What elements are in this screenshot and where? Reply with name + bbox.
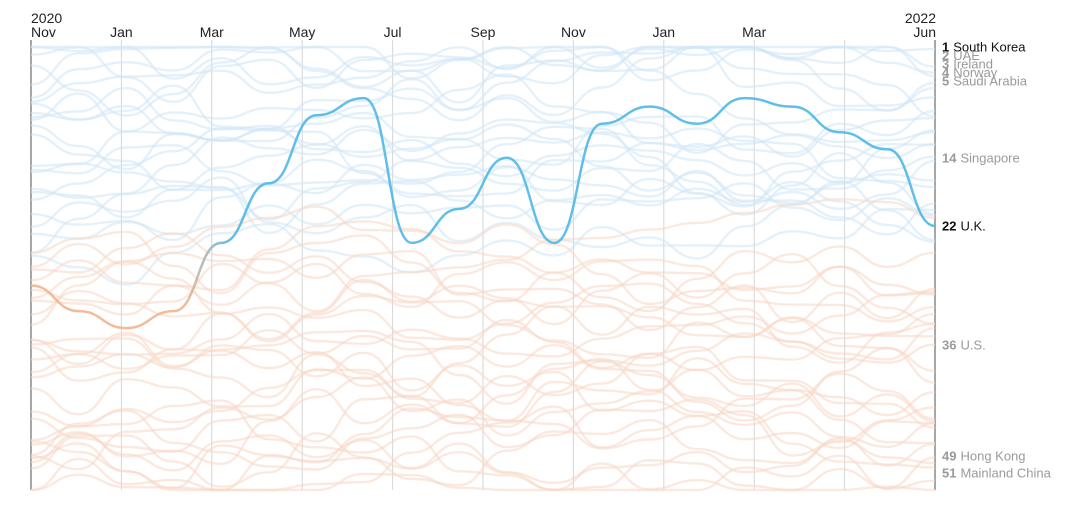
x-tick-label: Nov	[31, 24, 56, 40]
end-label-hong-kong: 49 Hong Kong	[942, 448, 1026, 463]
background-series-line	[30, 142, 936, 242]
background-series-line	[30, 343, 936, 422]
background-series-line	[30, 357, 936, 466]
x-tick-label: May	[289, 24, 315, 40]
end-label-name: Hong Kong	[960, 448, 1025, 463]
background-series-line	[30, 205, 936, 306]
end-label-uae: 2 UAE	[942, 48, 980, 63]
end-label-u-s-: 36 U.S.	[942, 338, 986, 353]
end-label-mainland-china: 51 Mainland China	[942, 465, 1052, 480]
background-series-line	[30, 127, 936, 221]
end-label-rank: 3	[942, 57, 949, 72]
end-label-name: South Korea	[953, 40, 1026, 55]
background-series-line	[30, 290, 936, 358]
background-series-line	[30, 125, 936, 211]
x-tick-label: Jan	[110, 24, 133, 40]
end-label-name: U.K.	[960, 218, 985, 233]
end-label-ireland: 3 Ireland	[942, 57, 993, 72]
highlighted-series	[30, 96, 936, 330]
end-label-rank: 51	[942, 465, 956, 480]
x-tick-label: Nov	[561, 24, 586, 40]
background-series-line	[30, 45, 936, 144]
end-label-rank: 49	[942, 448, 956, 463]
background-series-line	[30, 258, 936, 323]
x-tick-label: Jan	[653, 24, 676, 40]
background-series-line	[30, 118, 936, 216]
x-tick-label: Sep	[471, 24, 496, 40]
background-series-line	[30, 312, 936, 372]
background-series-line	[30, 344, 936, 450]
background-series-line	[30, 230, 936, 303]
background-series-line	[30, 179, 936, 254]
end-label-name: U.S.	[960, 338, 985, 353]
background-series-line	[31, 45, 936, 104]
end-label-rank: 1	[942, 40, 949, 55]
end-label-name: Singapore	[960, 150, 1019, 165]
end-label-singapore: 14 Singapore	[942, 150, 1020, 165]
end-label-rank: 4	[942, 65, 950, 80]
end-label-u-k-: 22 U.K.	[942, 218, 986, 233]
background-series	[30, 45, 936, 492]
x-tick-label: Jun	[913, 24, 936, 40]
background-series-line	[30, 84, 936, 158]
end-label-name: Ireland	[953, 57, 993, 72]
x-axis: 2020 2022 Nov Jan Mar May Jul Sep Nov Jan Mar Jun	[31, 10, 936, 40]
background-series-line	[30, 249, 936, 332]
background-series-line	[30, 197, 936, 313]
background-series-line	[30, 345, 936, 429]
background-series-line	[30, 399, 936, 492]
end-year-label: 2022	[905, 10, 936, 26]
background-series-line	[30, 252, 936, 341]
x-tick-label: Mar	[742, 24, 766, 40]
background-series-line	[30, 405, 936, 492]
background-series-line	[30, 289, 936, 373]
background-series-line	[30, 398, 936, 471]
background-series-line	[30, 86, 936, 184]
background-series-line	[30, 45, 936, 108]
end-label-rank: 14	[942, 150, 957, 165]
background-series-line	[30, 73, 936, 168]
end-label-rank: 5	[942, 74, 949, 89]
end-label-name: Norway	[953, 65, 998, 80]
end-label-saudi-arabia: 5 Saudi Arabia	[942, 74, 1028, 89]
start-year-label: 2020	[31, 10, 62, 26]
end-label-south-korea: 1 South Korea	[942, 40, 1026, 55]
end-label-rank: 2	[942, 48, 949, 63]
end-label-norway: 4 Norway	[942, 65, 998, 80]
background-series-line	[30, 368, 936, 471]
x-tick-label: Mar	[200, 24, 224, 40]
background-series-line	[30, 418, 936, 488]
end-label-rank: 36	[942, 338, 956, 353]
end-label-name: Saudi Arabia	[953, 74, 1027, 89]
x-tick-label: Jul	[384, 24, 402, 40]
end-label-name: UAE	[953, 48, 980, 63]
background-series-line	[30, 45, 936, 122]
background-series-line	[30, 45, 936, 86]
background-series-line	[30, 432, 936, 485]
end-label-rank: 22	[942, 218, 956, 233]
background-series-line	[30, 45, 936, 99]
end-label-name: Mainland China	[960, 465, 1051, 480]
background-series-line	[30, 456, 936, 492]
uk-series-line	[30, 96, 936, 330]
